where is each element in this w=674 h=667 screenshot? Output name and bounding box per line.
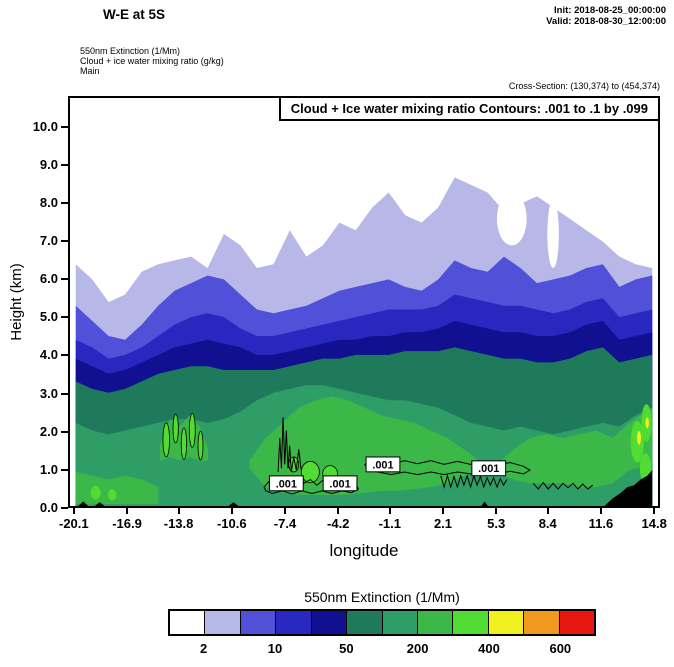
page-title: W-E at 5S xyxy=(103,7,165,22)
x-tick-mark xyxy=(284,508,286,514)
svg-text:.001: .001 xyxy=(329,478,350,490)
y-tick-mark xyxy=(61,278,68,281)
colorbar-tick-label: 600 xyxy=(549,641,572,656)
plot-area: .001 .001 .001 .001 Cloud + Ice water mixin… xyxy=(68,96,660,508)
x-tick-label: -20.1 xyxy=(58,516,89,531)
extinction-fill-layers xyxy=(75,177,653,506)
annotation-box: Cloud + Ice water mixing ratio Contours:… xyxy=(278,98,658,121)
colorbar-tick-label: 2 xyxy=(200,641,208,656)
colorbar-cell xyxy=(310,611,347,634)
colorbar-cell xyxy=(204,611,240,634)
colorbar-title: 550nm Extinction (1/Mm) xyxy=(304,589,460,605)
x-tick-mark xyxy=(230,508,233,514)
y-tick-mark xyxy=(61,392,68,395)
y-tick-label: 6.0 xyxy=(39,271,58,287)
x-tick-label: 14.8 xyxy=(641,516,667,531)
x-tick-mark xyxy=(546,508,549,514)
colorbar-cell xyxy=(416,611,453,634)
colorbar-cell xyxy=(275,611,311,634)
x-tick-mark xyxy=(72,508,75,514)
x-axis-label: longitude xyxy=(329,541,399,560)
x-tick-mark xyxy=(441,508,444,514)
y-tick-label: 4.0 xyxy=(39,347,58,363)
colorbar-tick-label: 400 xyxy=(478,641,500,656)
svg-text:.001: .001 xyxy=(478,463,499,475)
colorbar-cell xyxy=(381,611,417,634)
colorbar-tick-label: 50 xyxy=(339,641,354,656)
y-tick-label: 2.0 xyxy=(39,423,58,439)
x-tick-label: -7.4 xyxy=(273,516,297,531)
y-tick-label: 8.0 xyxy=(39,194,58,210)
valid-timestamp: Valid: 2018-08-30_12:00:00 xyxy=(546,16,666,27)
svg-text:.001: .001 xyxy=(372,459,393,471)
y-tick-mark xyxy=(61,468,68,471)
y-tick-mark xyxy=(61,201,68,204)
terrain xyxy=(78,470,653,506)
field-subtitle-extinction: 550nm Extinction (1/Mm) xyxy=(80,46,181,56)
y-tick-label: 9.0 xyxy=(39,156,58,172)
y-tick-label: 0.0 xyxy=(39,500,58,515)
y-tick-mark xyxy=(61,507,68,509)
y-tick-mark xyxy=(61,316,68,319)
colorbar-cell xyxy=(452,611,488,634)
x-tick-mark xyxy=(653,508,656,514)
field-subtitle-domain: Main xyxy=(80,66,100,76)
colorbar-cell xyxy=(558,611,595,634)
y-tick-mark xyxy=(61,125,68,128)
contour-labels: .001 .001 .001 .001 xyxy=(268,456,507,492)
x-tick-mark xyxy=(177,508,180,514)
colorbar xyxy=(168,609,596,636)
colorbar-cell xyxy=(487,611,524,634)
x-tick-label: -16.9 xyxy=(112,516,142,531)
x-tick-mark xyxy=(495,508,498,514)
contour-field: .001 .001 .001 .001 xyxy=(75,177,653,506)
x-tick-label: -1.1 xyxy=(378,516,401,531)
y-tick-mark xyxy=(61,163,68,166)
y-tick-label: 10.0 xyxy=(32,118,58,134)
field-subtitle-mixing-ratio: Cloud + ice water mixing ratio (g/kg) xyxy=(80,56,224,66)
colorbar-cell xyxy=(523,611,559,634)
y-tick-label: 7.0 xyxy=(39,232,58,248)
x-tick-label: 11.6 xyxy=(588,516,614,531)
cross-section-label: Cross-Section: (130,374) to (454,374) xyxy=(508,81,660,91)
x-tick-label: 2.1 xyxy=(433,516,453,531)
y-tick-mark xyxy=(61,239,68,242)
colorbar-tick-label: 10 xyxy=(267,641,283,656)
x-tick-label: -10.6 xyxy=(216,516,247,531)
y-tick-label: 1.0 xyxy=(39,461,58,477)
x-tick-mark xyxy=(599,508,602,514)
x-tick-label: 8.4 xyxy=(538,516,557,531)
colorbar-cell xyxy=(239,611,276,634)
y-tick-label: 3.0 xyxy=(39,385,58,401)
x-tick-mark xyxy=(126,508,129,514)
colorbar-cell xyxy=(170,611,205,634)
x-tick-mark xyxy=(388,508,391,514)
y-tick-mark xyxy=(61,430,68,433)
y-tick-label: 5.0 xyxy=(39,309,58,325)
init-timestamp: Init: 2018-08-25_00:00:00 xyxy=(554,5,666,16)
svg-text:.001: .001 xyxy=(276,478,297,490)
y-tick-mark xyxy=(61,354,68,357)
x-tick-label: -13.8 xyxy=(163,516,194,531)
x-tick-mark xyxy=(337,508,340,514)
x-tick-label: -4.2 xyxy=(327,516,350,531)
colorbar-tick-label: 200 xyxy=(406,641,429,656)
annotation-text: Cloud + Ice water mixing ratio Contours:… xyxy=(290,101,648,116)
x-tick-label: 5.3 xyxy=(487,516,506,531)
colorbar-cell xyxy=(346,611,382,634)
